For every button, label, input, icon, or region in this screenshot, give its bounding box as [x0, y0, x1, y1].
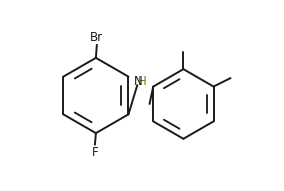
Text: H: H [138, 75, 146, 88]
Text: F: F [92, 146, 98, 159]
Text: N: N [134, 75, 143, 88]
Text: Br: Br [90, 31, 103, 44]
